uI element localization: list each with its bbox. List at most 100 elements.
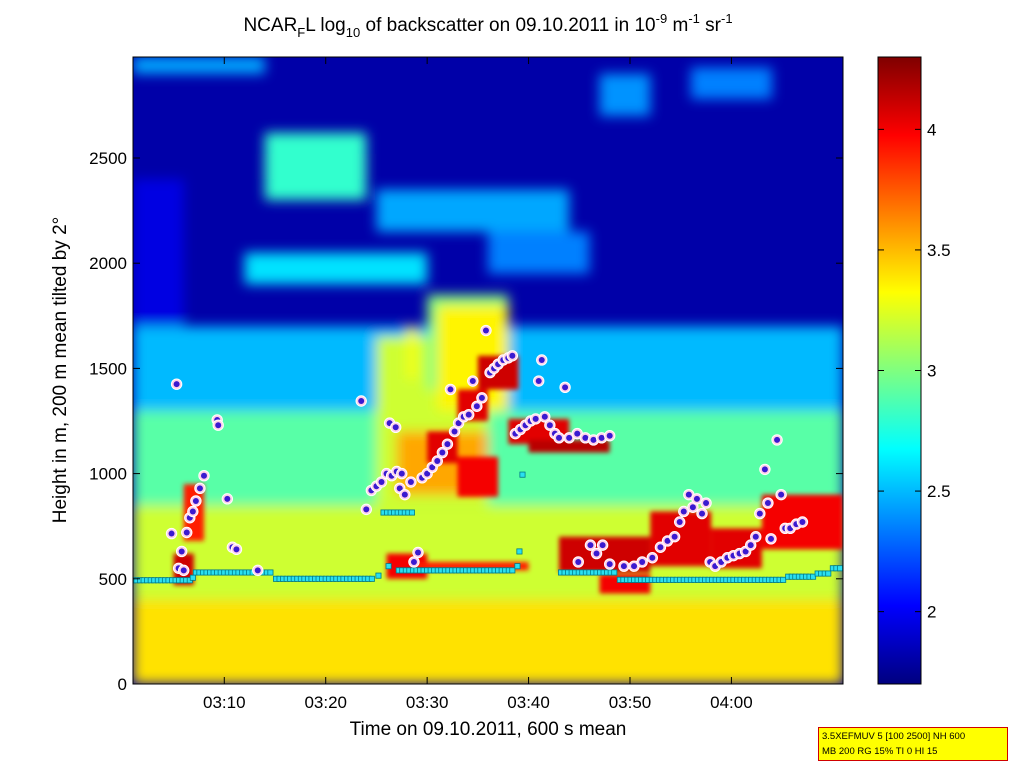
circle-marker-core <box>224 495 231 502</box>
circle-marker-core <box>575 558 582 565</box>
circle-marker-core <box>606 432 613 439</box>
square-marker <box>189 574 196 581</box>
settings-info-box: 3.5XEFMUV 5 [100 2500] NH 600 MB 200 RG … <box>818 727 1008 761</box>
colorbar-tick-label: 3.5 <box>927 241 951 260</box>
circle-marker-core <box>189 508 196 515</box>
circle-marker-core <box>398 470 405 477</box>
title-part-4: m <box>667 15 688 36</box>
circle-marker-core <box>631 563 638 570</box>
square-marker <box>810 573 817 580</box>
circle-marker-core <box>415 549 422 556</box>
y-tick-label: 500 <box>99 570 127 589</box>
x-tick-label: 03:10 <box>203 693 246 712</box>
cloud-layer <box>417 561 529 571</box>
plot-frame <box>132 56 844 685</box>
circle-marker-core <box>447 386 454 393</box>
square-marker <box>375 572 382 579</box>
square-marker-series <box>133 471 843 584</box>
square-marker <box>780 576 787 583</box>
circle-marker-core <box>767 535 774 542</box>
x-tick-label: 03:40 <box>507 693 550 712</box>
colorbar-tick-label: 3 <box>927 362 936 381</box>
circle-marker-core <box>587 542 594 549</box>
cloud-region <box>376 189 570 232</box>
circle-marker-core <box>685 491 692 498</box>
circle-marker-core <box>699 510 706 517</box>
cloud-layer <box>488 456 499 497</box>
square-marker <box>385 563 392 570</box>
colorbar-tick-label: 2.5 <box>927 482 951 501</box>
circle-marker-core <box>606 561 613 568</box>
square-marker <box>368 575 375 582</box>
circle-marker-core <box>752 533 759 540</box>
circle-marker-core <box>196 485 203 492</box>
circle-marker-core <box>455 420 462 427</box>
circle-marker-core <box>556 434 562 441</box>
circle-marker-core <box>439 449 446 456</box>
heatmap-plot-area <box>133 57 843 684</box>
circle-marker-core <box>742 548 749 555</box>
title-superscript-3: -1 <box>721 11 733 26</box>
circle-marker-core <box>574 430 581 437</box>
colorbar-tick-label: 2 <box>927 603 936 622</box>
circle-marker-core <box>756 510 763 517</box>
circle-marker-core <box>590 436 597 443</box>
circle-marker-core <box>407 479 414 486</box>
title-superscript-1: -9 <box>656 11 668 26</box>
square-marker <box>825 570 832 577</box>
cloud-region <box>244 252 428 285</box>
title-part-3: of backscatter on 09.10.2011 in 10 <box>360 15 655 36</box>
circle-marker-core <box>473 403 480 410</box>
circle-marker-core <box>538 356 545 363</box>
circle-marker-core <box>233 546 240 553</box>
title-superscript-2: -1 <box>688 11 700 26</box>
circle-marker-core <box>168 530 175 537</box>
title-subscript-1: F <box>297 25 305 40</box>
y-tick-label: 1000 <box>89 465 127 484</box>
circle-marker-core <box>215 422 222 429</box>
circle-marker-core <box>747 542 754 549</box>
cloud-region <box>488 231 590 274</box>
circle-marker-core <box>676 518 683 525</box>
circle-marker-core <box>401 491 408 498</box>
info-line-2: MB 200 RG 15% TI 0 HI 15 <box>822 746 938 757</box>
circle-marker-core <box>639 558 646 565</box>
circle-marker-core <box>173 381 180 388</box>
circle-marker-core <box>465 411 472 418</box>
circle-marker-core <box>689 504 696 511</box>
cloud-region <box>133 179 184 327</box>
info-line-1: 3.5XEFMUV 5 [100 2500] NH 600 <box>822 731 966 742</box>
x-tick-label: 03:20 <box>304 693 347 712</box>
circle-marker-core <box>703 500 710 507</box>
circle-marker-core <box>764 500 771 507</box>
circle-marker-core <box>192 497 199 504</box>
square-marker <box>408 509 415 516</box>
circle-marker-core <box>363 506 370 513</box>
cloud-region <box>690 67 772 100</box>
square-marker <box>519 471 526 478</box>
circle-marker-core <box>424 470 431 477</box>
circle-marker-core <box>693 495 700 502</box>
circle-marker-core <box>680 508 687 515</box>
y-tick-label: 0 <box>118 675 127 694</box>
circle-marker-core <box>582 434 589 441</box>
circle-marker-core <box>201 472 207 479</box>
circle-marker-core <box>469 378 476 385</box>
cloud-region <box>264 132 367 201</box>
circle-marker-core <box>478 394 485 401</box>
square-marker <box>836 565 843 572</box>
cloud-region <box>599 73 651 116</box>
x-axis-ticks: 03:10 03:20 03:30 03:40 03:50 04:00 <box>203 57 753 712</box>
title-part-5: sr <box>700 15 722 36</box>
circle-marker-core <box>541 413 548 420</box>
circle-marker-core <box>509 352 516 359</box>
x-axis-label: Time on 09.10.2011, 600 s mean <box>350 719 627 740</box>
square-marker <box>514 563 521 570</box>
colorbar <box>877 56 922 685</box>
circle-marker-core <box>593 550 600 557</box>
y-axis-label: Height in m, 200 m mean tilted by 2° <box>50 217 71 523</box>
square-marker <box>611 569 618 576</box>
circle-marker-core <box>254 567 261 574</box>
title-part-2: L log <box>305 15 346 36</box>
